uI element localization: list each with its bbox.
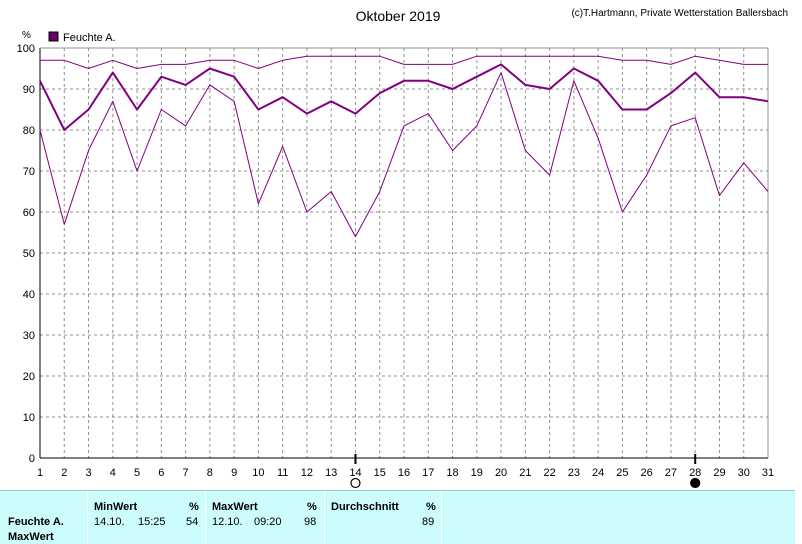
x-tick-label: 26 [641, 467, 653, 479]
moon-markers [350, 454, 701, 489]
avg-header: Durchschnitt [331, 501, 399, 513]
y-tick-label: 60 [23, 207, 35, 219]
y-tick-label: 90 [23, 84, 35, 96]
legend-label: Feuchte A. [63, 32, 116, 44]
y-tick-label: 20 [23, 371, 35, 383]
max-time: 09:20 [254, 516, 282, 528]
x-tick-label: 24 [592, 467, 604, 479]
x-tick-label: 17 [422, 467, 434, 479]
grid-lines [40, 48, 768, 458]
copyright-text: (c)T.Hartmann, Private Wetterstation Bal… [571, 8, 788, 19]
y-tick-label: 40 [23, 289, 35, 301]
series-lines [39, 55, 769, 238]
new-moon-icon [690, 477, 701, 489]
x-tick-label: 23 [568, 467, 580, 479]
y-tick-labels: 0 10 20 30 40 50 60 70 80 90 100 [17, 43, 35, 465]
x-tick-labels: 1 2 3 4 5 6 7 8 9 10 11 12 13 14 15 16 17 18 19 20 21 22 23 24 2… [37, 467, 774, 479]
chart-title: Oktober 2019 [356, 8, 441, 24]
avg-value: 89 [422, 516, 435, 528]
x-tick-label: 21 [519, 467, 531, 479]
row2-label: MaxWert [8, 531, 54, 543]
max-unit-header: % [307, 501, 317, 513]
legend-swatch [48, 31, 59, 42]
max-date: 12.10. [212, 516, 243, 528]
x-tick-label: 13 [325, 467, 337, 479]
axes [39, 47, 769, 459]
x-tick-label: 22 [543, 467, 555, 479]
series-line-min [39, 72, 769, 238]
x-tick-label: 16 [398, 467, 410, 479]
min-unit-header: % [189, 501, 199, 513]
x-tick-label: 14 [349, 467, 361, 479]
x-tick-label: 29 [713, 467, 725, 479]
max-value: 98 [304, 516, 317, 528]
x-tick-label: 6 [158, 467, 164, 479]
y-tick-label: 70 [23, 166, 35, 178]
x-tick-label: 31 [762, 467, 774, 479]
statistics-panel: MinWert % MaxWert % Durchschnitt % Feuch… [0, 490, 795, 544]
x-tick-label: 3 [85, 467, 91, 479]
x-tick-label: 28 [689, 467, 701, 479]
y-tick-label: 50 [23, 248, 35, 260]
full-moon-icon [350, 477, 361, 489]
y-tick-label: 80 [23, 125, 35, 137]
x-tick-label: 25 [616, 467, 628, 479]
x-tick-label: 9 [231, 467, 237, 479]
humidity-chart: Oktober 2019 (c)T.Hartmann, Private Wett… [17, 8, 788, 489]
series-line-avg [39, 63, 769, 131]
y-tick-label: 0 [29, 453, 35, 465]
min-header: MinWert [94, 501, 138, 513]
x-tick-label: 5 [134, 467, 140, 479]
x-tick-label: 15 [374, 467, 386, 479]
x-tick-label: 1 [37, 467, 43, 479]
min-value: 54 [186, 516, 199, 528]
x-tick-label: 12 [301, 467, 313, 479]
x-tick-label: 2 [61, 467, 67, 479]
x-tick-label: 4 [110, 467, 116, 479]
x-tick-label: 20 [495, 467, 507, 479]
series-line-max [40, 55, 768, 69]
x-tick-label: 7 [183, 467, 189, 479]
avg-unit-header: % [426, 501, 436, 513]
x-tick-label: 8 [207, 467, 213, 479]
max-header: MaxWert [212, 501, 258, 513]
y-tick-label: 100 [17, 43, 35, 55]
y-axis-unit-label: % [22, 30, 31, 41]
x-tick-label: 10 [252, 467, 264, 479]
row-label: Feuchte A. [8, 516, 64, 528]
x-tick-label: 11 [277, 467, 288, 479]
min-date: 14.10. [94, 516, 125, 528]
x-tick-label: 27 [665, 467, 677, 479]
x-tick-label: 18 [446, 467, 458, 479]
x-tick-label: 19 [471, 467, 483, 479]
y-tick-label: 30 [23, 330, 35, 342]
x-tick-label: 30 [738, 467, 750, 479]
y-tick-label: 10 [23, 412, 35, 424]
min-time: 15:25 [138, 516, 166, 528]
